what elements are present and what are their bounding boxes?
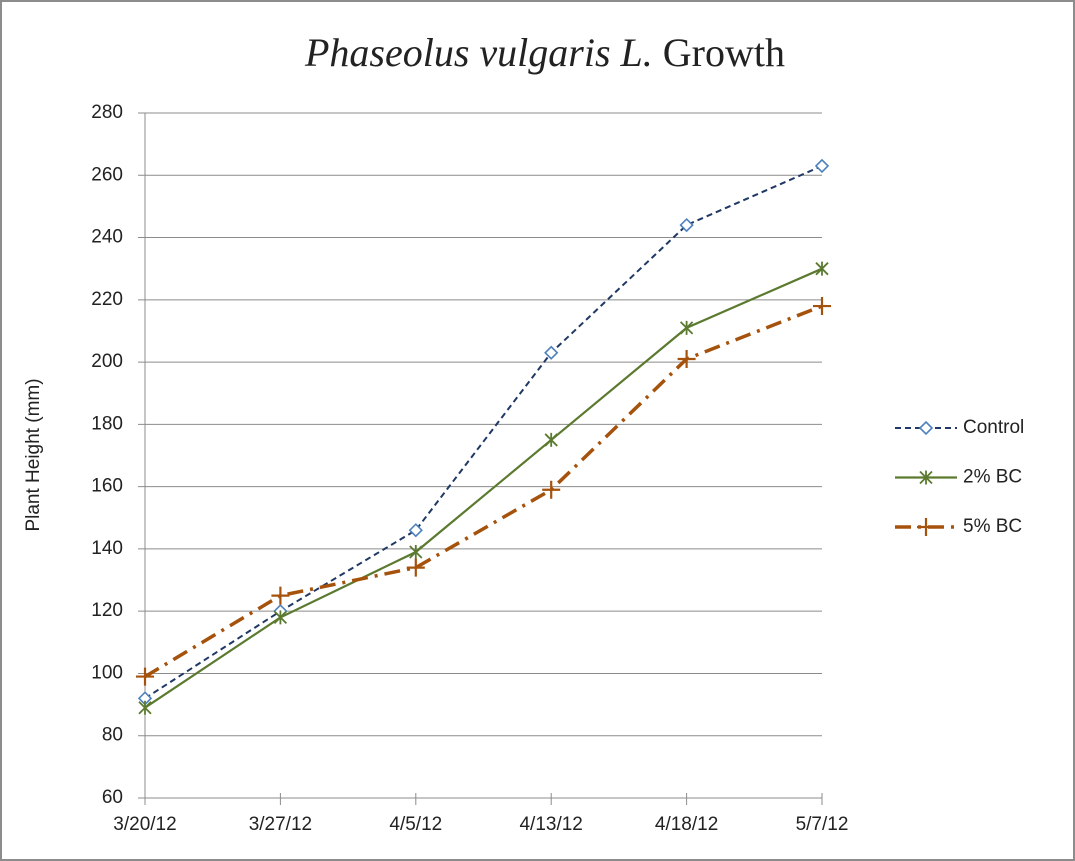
series-line <box>144 165 823 700</box>
legend-marker <box>917 518 935 536</box>
data-point <box>271 586 290 605</box>
title-plain: Growth <box>663 30 785 75</box>
legend-label: 2% BC <box>963 467 1022 488</box>
legend-marker <box>918 420 934 436</box>
y-tick-label: 160 <box>91 476 123 497</box>
data-point <box>409 545 423 560</box>
x-tick-label: 4/13/12 <box>519 814 582 835</box>
data-point <box>815 261 829 276</box>
y-tick-label: 220 <box>91 289 123 310</box>
legend-label: Control <box>963 417 1024 438</box>
data-point <box>408 523 423 538</box>
x-tick-label: 4/5/12 <box>389 814 442 835</box>
y-tick-label: 100 <box>91 662 123 683</box>
series-line <box>144 304 823 679</box>
y-tick-label: 140 <box>91 538 123 559</box>
y-tick-label: 120 <box>91 600 123 621</box>
y-tick-label: 180 <box>91 413 123 434</box>
data-point <box>679 320 694 335</box>
chart-title: Phaseolus vulgaris L. Growth <box>304 30 785 75</box>
y-axis-label: Plant Height (mm) <box>23 378 44 531</box>
data-point <box>406 558 425 577</box>
y-tick-label: 280 <box>91 102 123 123</box>
data-point <box>677 349 696 368</box>
data-point <box>544 345 559 360</box>
x-tick-label: 4/18/12 <box>655 814 718 835</box>
data-point <box>813 297 831 316</box>
title-italic: Phaseolus vulgaris L. <box>304 30 653 75</box>
y-tick-label: 260 <box>91 164 123 185</box>
x-tick-label: 5/7/12 <box>796 814 849 835</box>
data-point <box>814 158 830 174</box>
x-tick-label: 3/27/12 <box>249 814 312 835</box>
data-point <box>544 432 558 447</box>
data-point <box>136 667 154 686</box>
y-tick-label: 240 <box>91 227 123 248</box>
x-tick-label: 3/20/12 <box>113 814 176 835</box>
data-point <box>273 610 288 625</box>
y-tick-label: 60 <box>102 787 123 808</box>
data-point <box>138 700 152 715</box>
legend-label: 5% BC <box>963 516 1022 537</box>
series-line <box>144 267 823 709</box>
data-point <box>679 217 694 233</box>
data-point <box>542 480 561 499</box>
y-tick-label: 80 <box>102 725 123 746</box>
legend-marker <box>919 470 933 485</box>
y-tick-label: 200 <box>91 351 123 372</box>
